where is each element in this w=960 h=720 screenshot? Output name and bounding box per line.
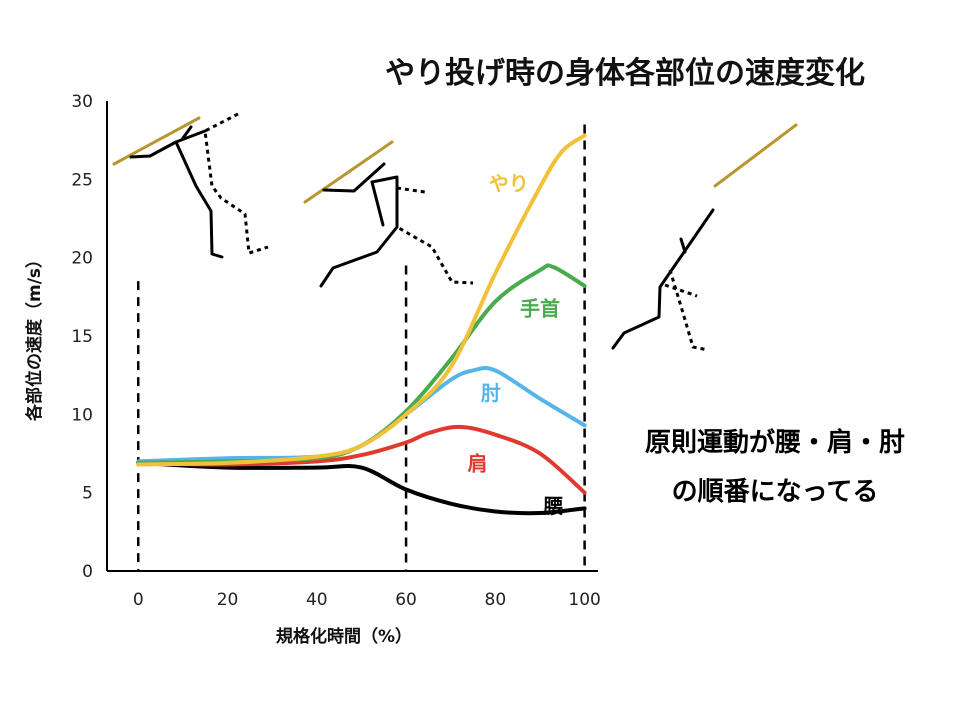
- far-arm-drawing: [396, 186, 426, 194]
- body-drawing: [611, 208, 715, 350]
- y-tick-label: 5: [82, 484, 93, 504]
- series-label-waist: 腰: [542, 494, 563, 518]
- x-tick-label: 20: [217, 590, 239, 610]
- x-tick-label: 100: [568, 590, 600, 610]
- x-axis-label: 規格化時間（%）: [276, 626, 412, 647]
- series-label-javelin: やり: [489, 171, 529, 195]
- javelin-drawing: [112, 116, 201, 166]
- y-axis-label: 各部位の速度（m/s）: [24, 251, 45, 422]
- javelin-drawing: [303, 140, 394, 204]
- x-tick-label: 80: [485, 590, 507, 610]
- chart-title: やり投げ時の身体各部位の速度変化: [385, 56, 865, 91]
- series-label-shoulder: 肩: [467, 452, 487, 476]
- far-limbs-drawing: [203, 112, 269, 255]
- y-ticks: 0 5 10 15 20 25 30: [71, 92, 93, 582]
- y-tick-label: 0: [82, 562, 93, 582]
- x-tick-label: 60: [395, 590, 417, 610]
- leg-drawing: [319, 175, 399, 288]
- y-tick-label: 25: [71, 170, 93, 190]
- leg-drawing: [174, 140, 224, 259]
- series-line-shoulder: [136, 424, 587, 495]
- series-label-wrist: 手首: [520, 297, 560, 321]
- annotation-line-2: の順番になってる: [672, 477, 879, 507]
- y-tick-label: 15: [71, 327, 93, 347]
- torso-drawing: [370, 180, 385, 227]
- phase-markers: [136, 124, 586, 571]
- x-tick-label: 0: [133, 590, 144, 610]
- head-drawing: [679, 237, 687, 254]
- far-leg-drawing: [395, 190, 474, 285]
- series-lines: [136, 133, 587, 516]
- x-ticks: 0 20 40 60 80 100: [133, 590, 601, 610]
- far-arm-drawing: [664, 283, 698, 298]
- throwing-arm-drawing: [129, 129, 207, 159]
- axes: [106, 101, 598, 572]
- y-tick-label: 30: [71, 92, 93, 112]
- series-line-javelin: [136, 133, 587, 467]
- annotation-line-1: 原則運動が腰・肩・肘: [645, 427, 905, 458]
- series-label-elbow: 肘: [481, 381, 501, 405]
- thrower-figure-mid: [303, 140, 474, 288]
- series-line-waist: [136, 460, 587, 516]
- thrower-figure-start: [112, 112, 269, 259]
- y-tick-label: 20: [71, 249, 93, 269]
- x-tick-label: 40: [306, 590, 328, 610]
- series-line-wrist: [136, 263, 587, 465]
- head-drawing: [181, 125, 193, 140]
- annotation: 原則運動が腰・肩・肘 の順番になってる: [645, 427, 905, 507]
- y-tick-label: 10: [71, 405, 93, 425]
- thrower-figure-release: [611, 123, 798, 352]
- javelin-drawing: [713, 123, 798, 188]
- far-leg-drawing: [668, 269, 709, 352]
- throwing-arm-drawing: [322, 162, 386, 193]
- series-labels: 腰 肩 肘 手首 やり: [467, 171, 563, 518]
